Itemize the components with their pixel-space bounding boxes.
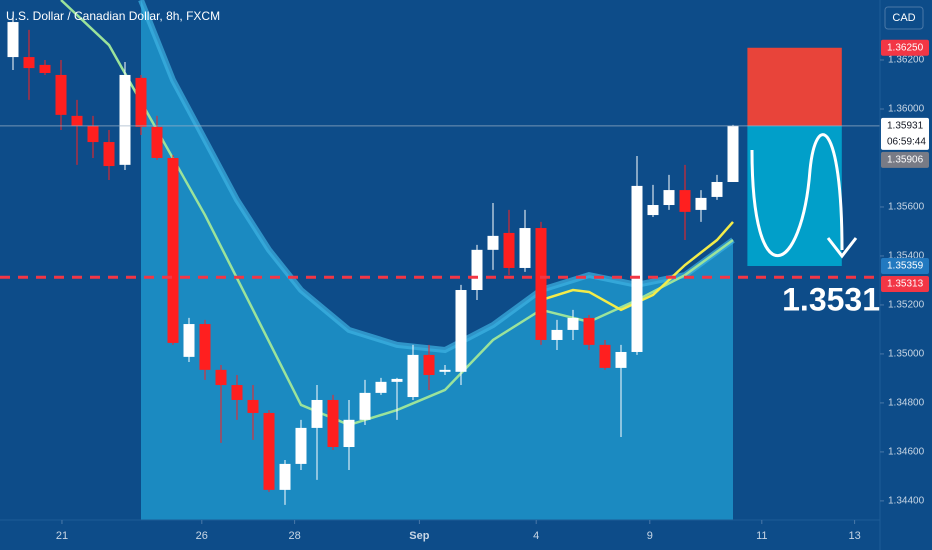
x-tick-label: 21 xyxy=(56,530,68,542)
candle-body xyxy=(487,235,499,250)
candle-body xyxy=(407,354,419,398)
candle-body xyxy=(647,205,659,216)
candle-body xyxy=(87,125,99,143)
candle-body xyxy=(535,228,547,340)
price-label-box xyxy=(881,258,929,275)
target-zone xyxy=(747,125,842,267)
candle-body xyxy=(455,290,467,372)
price-label-box xyxy=(881,39,929,56)
currency-button[interactable] xyxy=(884,6,924,30)
x-tick-label: 11 xyxy=(756,530,767,542)
y-tick-label: 1.35000 xyxy=(888,349,925,360)
candle-body xyxy=(39,64,51,73)
candle-body xyxy=(71,115,83,126)
candle-body xyxy=(599,344,611,368)
candle-body xyxy=(199,324,211,370)
y-tick-label: 1.34600 xyxy=(888,447,925,458)
candle-body xyxy=(231,385,243,400)
candle-body xyxy=(503,232,515,268)
candle-body xyxy=(471,249,483,291)
y-tick-label: 1.36200 xyxy=(888,55,925,66)
price-label: 1.35931 xyxy=(887,121,924,132)
candle-body xyxy=(215,369,227,386)
x-tick-label: 4 xyxy=(533,530,539,542)
candle-body xyxy=(311,399,323,428)
x-tick-label: 13 xyxy=(848,530,860,542)
candle-body xyxy=(343,419,355,448)
candle-body xyxy=(631,185,643,352)
y-tick-label: 1.34400 xyxy=(888,496,925,507)
candle-body xyxy=(327,399,339,448)
candle-body xyxy=(727,125,739,182)
price-label-box xyxy=(881,151,929,168)
y-tick-label: 1.36000 xyxy=(888,104,925,115)
candle-body xyxy=(679,190,691,212)
scenario-curve xyxy=(750,133,844,258)
cloud-area xyxy=(141,0,733,520)
chart-title: U.S. Dollar / Canadian Dollar, 8h, FXCM xyxy=(6,9,220,23)
candle-body xyxy=(279,463,291,490)
price-label: 1.35313 xyxy=(887,279,924,290)
candle-body xyxy=(263,412,275,490)
candle-body xyxy=(583,317,595,345)
price-label-box xyxy=(881,117,929,150)
candle-body xyxy=(695,197,707,210)
candle-body xyxy=(375,381,387,393)
price-label: 1.35359 xyxy=(887,261,924,272)
currency-label: CAD xyxy=(892,12,915,24)
candle-body xyxy=(295,427,307,464)
x-tick-label: Sep xyxy=(409,530,429,542)
candle-body xyxy=(183,324,195,357)
x-tick-label: 9 xyxy=(647,530,653,542)
candle-body xyxy=(7,22,19,58)
y-tick-label: 1.35600 xyxy=(888,202,925,213)
scenario-arrowhead xyxy=(826,237,858,259)
candle-body xyxy=(391,378,403,382)
candle-body xyxy=(711,181,723,197)
price-label: 1.36250 xyxy=(887,42,924,53)
candle-body xyxy=(247,399,259,413)
y-tick-label: 1.35400 xyxy=(888,251,925,262)
candle-body xyxy=(567,317,579,330)
stop-zone xyxy=(747,47,842,126)
y-tick-label: 1.34800 xyxy=(888,398,925,409)
candle-body xyxy=(663,190,675,206)
candle-body xyxy=(119,74,131,165)
candle-body xyxy=(439,369,451,372)
x-tick-label: 26 xyxy=(196,530,208,542)
candle-body xyxy=(151,126,163,158)
candle-body xyxy=(103,142,115,167)
candle-body xyxy=(167,157,179,343)
candle-body xyxy=(23,57,35,69)
annotation: 1.3531 xyxy=(782,281,880,317)
candle-body xyxy=(135,77,147,127)
price-countdown: 06:59:44 xyxy=(887,137,926,148)
candle-body xyxy=(423,354,435,375)
candle-body xyxy=(615,351,627,368)
x-tick-label: 28 xyxy=(288,530,300,542)
candle-body xyxy=(55,74,67,115)
plot-area xyxy=(0,0,880,520)
candle-body xyxy=(551,329,563,340)
price-label-box xyxy=(881,276,929,293)
price-label: 1.35906 xyxy=(887,155,924,166)
cloud-edge xyxy=(138,0,735,354)
y-tick-label: 1.35200 xyxy=(888,300,925,311)
candle-body xyxy=(519,228,531,268)
candle-body xyxy=(359,392,371,420)
